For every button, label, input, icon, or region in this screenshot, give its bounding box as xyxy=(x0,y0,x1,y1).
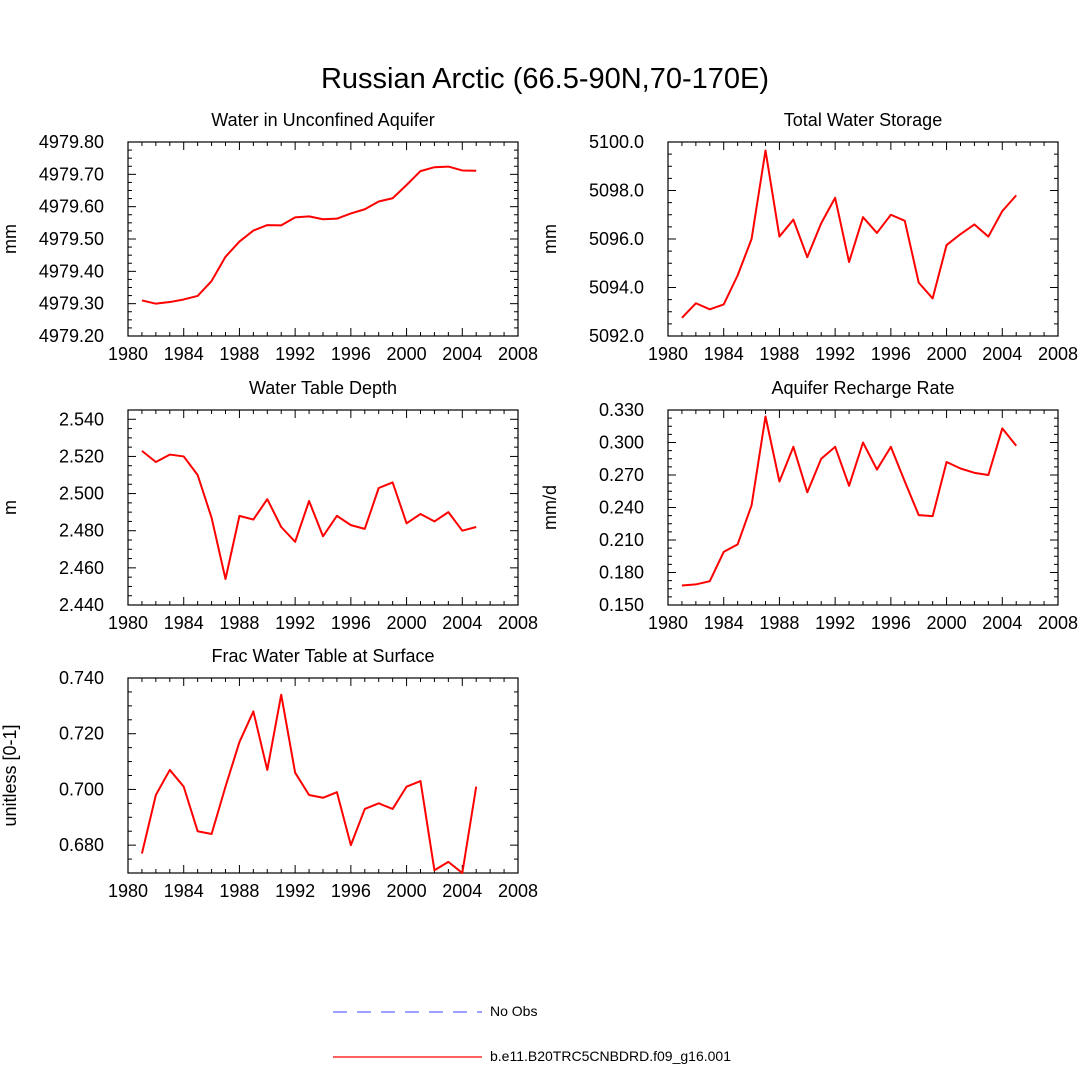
y-axis-label: mm xyxy=(0,224,20,254)
y-tick-label: 0.270 xyxy=(599,465,644,485)
x-tick-label: 2008 xyxy=(1038,613,1078,633)
x-tick-label: 1980 xyxy=(648,613,688,633)
y-tick-label: 0.740 xyxy=(59,668,104,688)
y-tick-label: 0.720 xyxy=(59,724,104,744)
x-tick-label: 2004 xyxy=(442,881,482,901)
series-line-1 xyxy=(681,415,1017,587)
y-tick-label: 0.300 xyxy=(599,433,644,453)
y-tick-label: 2.440 xyxy=(59,595,104,615)
y-tick-label: 0.680 xyxy=(59,835,104,855)
x-tick-label: 1988 xyxy=(219,344,259,364)
x-tick-label: 2004 xyxy=(982,344,1022,364)
x-tick-label: 2004 xyxy=(442,344,482,364)
chart-title: Frac Water Table at Surface xyxy=(211,646,434,666)
x-tick-label: 2000 xyxy=(927,344,967,364)
x-tick-label: 1996 xyxy=(331,881,371,901)
chart-title: Water in Unconfined Aquifer xyxy=(211,110,434,130)
x-tick-label: 2000 xyxy=(387,881,427,901)
x-tick-label: 1988 xyxy=(759,344,799,364)
x-tick-label: 2000 xyxy=(387,613,427,633)
panels: Water in Unconfined Aquifer mm 1980 1984 198… xyxy=(0,110,1078,901)
series-line-1 xyxy=(141,165,477,305)
x-tick-label: 1980 xyxy=(108,344,148,364)
y-tick-label: 5094.0 xyxy=(589,278,644,298)
y-tick-label: 0.150 xyxy=(599,595,644,615)
y-tick-label: 4979.80 xyxy=(39,132,104,152)
y-tick-label: 0.330 xyxy=(599,400,644,420)
x-tick-label: 1992 xyxy=(275,881,315,901)
x-tick-label: 2000 xyxy=(387,344,427,364)
x-tick-label: 1980 xyxy=(648,344,688,364)
series-line-1 xyxy=(681,149,1017,319)
x-tick-label: 2004 xyxy=(442,613,482,633)
y-tick-label: 4979.60 xyxy=(39,197,104,217)
plot-frame xyxy=(127,677,519,874)
legend-model-label: b.e11.B20TRC5CNBDRD.f09_g16.001 xyxy=(490,1048,731,1064)
chart-title: Water Table Depth xyxy=(249,378,397,398)
x-tick-label: 1996 xyxy=(871,344,911,364)
y-tick-label: 0.240 xyxy=(599,498,644,518)
y-tick-label: 5092.0 xyxy=(589,326,644,346)
x-tick-label: 1988 xyxy=(759,613,799,633)
x-tick-label: 1992 xyxy=(275,613,315,633)
y-tick-label: 2.480 xyxy=(59,521,104,541)
x-tick-label: 2008 xyxy=(1038,344,1078,364)
x-tick-label: 1988 xyxy=(219,881,259,901)
chart-panel-3: Water Table Depth m 1980 1984 1988 1992 1996 20… xyxy=(0,378,538,633)
x-tick-label: 1984 xyxy=(704,344,744,364)
y-tick-label: 4979.20 xyxy=(39,326,104,346)
x-tick-label: 1996 xyxy=(331,613,371,633)
x-tick-label: 1980 xyxy=(108,613,148,633)
chart-panel-2: Total Water Storage mm 1980 1984 1988 1992 199… xyxy=(540,110,1078,364)
y-tick-label: 0.210 xyxy=(599,530,644,550)
y-tick-label: 4979.70 xyxy=(39,164,104,184)
series-line-1 xyxy=(140,693,478,874)
y-tick-label: 5096.0 xyxy=(589,229,644,249)
plot-frame xyxy=(127,141,519,337)
x-tick-label: 1984 xyxy=(164,344,204,364)
x-tick-label: 2008 xyxy=(498,613,538,633)
x-tick-label: 1992 xyxy=(815,344,855,364)
x-tick-label: 2004 xyxy=(982,613,1022,633)
x-tick-label: 2000 xyxy=(927,613,967,633)
chart-title: Total Water Storage xyxy=(784,110,942,130)
series-line-1 xyxy=(141,450,477,580)
y-tick-label: 2.520 xyxy=(59,446,104,466)
x-tick-label: 1996 xyxy=(331,344,371,364)
y-tick-label: 0.180 xyxy=(599,563,644,583)
chart-panel-1: Water in Unconfined Aquifer mm 1980 1984 198… xyxy=(0,110,538,364)
chart-title: Aquifer Recharge Rate xyxy=(771,378,954,398)
x-tick-label: 1984 xyxy=(704,613,744,633)
x-tick-label: 1988 xyxy=(219,613,259,633)
y-tick-label: 4979.30 xyxy=(39,294,104,314)
y-tick-label: 2.540 xyxy=(59,409,104,429)
y-axis-label: unitless [0-1] xyxy=(0,724,20,826)
x-tick-label: 2008 xyxy=(498,344,538,364)
y-tick-label: 2.460 xyxy=(59,558,104,578)
x-tick-label: 1980 xyxy=(108,881,148,901)
legend: No Obs b.e11.B20TRC5CNBDRD.f09_g16.001 xyxy=(333,1003,731,1064)
chart-panel-4: Aquifer Recharge Rate mm/d 1980 1984 1988 199… xyxy=(540,378,1078,633)
x-tick-label: 1992 xyxy=(275,344,315,364)
plot-frame xyxy=(127,409,519,606)
y-axis-label: m xyxy=(0,500,20,515)
legend-obs-label: No Obs xyxy=(490,1003,537,1019)
x-tick-label: 1984 xyxy=(164,613,204,633)
x-tick-label: 1996 xyxy=(871,613,911,633)
y-tick-label: 5098.0 xyxy=(589,181,644,201)
y-tick-label: 0.700 xyxy=(59,779,104,799)
y-tick-label: 4979.50 xyxy=(39,229,104,249)
y-tick-label: 2.500 xyxy=(59,484,104,504)
x-tick-label: 1992 xyxy=(815,613,855,633)
x-tick-label: 2008 xyxy=(498,881,538,901)
plot-frame xyxy=(667,141,1059,337)
y-tick-label: 4979.40 xyxy=(39,261,104,281)
chart-panel-5: Frac Water Table at Surface unitless [0-1… xyxy=(0,646,538,901)
y-axis-label: mm/d xyxy=(540,485,560,530)
y-tick-label: 5100.0 xyxy=(589,132,644,152)
figure-title: Russian Arctic (66.5-90N,70-170E) xyxy=(321,63,769,95)
x-tick-label: 1984 xyxy=(164,881,204,901)
y-axis-label: mm xyxy=(540,224,560,254)
